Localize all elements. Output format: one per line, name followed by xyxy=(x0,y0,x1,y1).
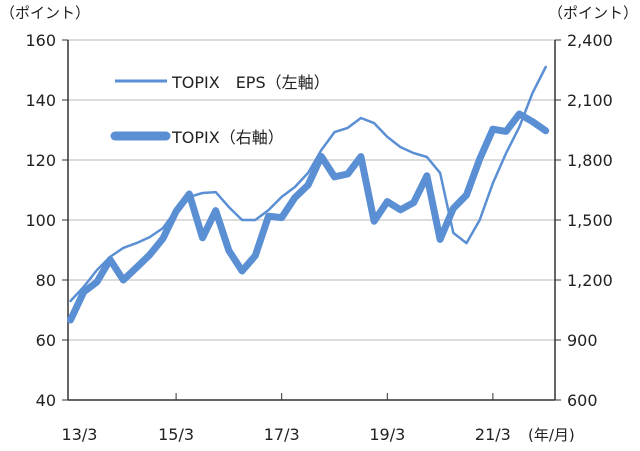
left-tick-label: 160 xyxy=(25,31,56,50)
right-tick-label: 2,400 xyxy=(567,31,613,50)
right-tick-label: 900 xyxy=(567,331,598,350)
x-axis-unit: (年/月) xyxy=(528,426,575,444)
x-tick-label: 21/3 xyxy=(475,425,511,444)
series-line-topix-eps xyxy=(69,65,547,303)
series-line-topix xyxy=(67,110,550,324)
left-tick-label: 140 xyxy=(25,91,56,110)
series-group xyxy=(67,65,550,324)
right-axis-unit: （ポイント） xyxy=(548,4,638,22)
right-tick-label: 600 xyxy=(567,391,598,410)
left-tick-label: 100 xyxy=(25,211,56,230)
left-tick-label: 80 xyxy=(36,271,56,290)
left-axis-ticks: 40 60 80 100 120 140 160 xyxy=(25,31,68,410)
gridlines xyxy=(68,39,555,341)
legend-label-eps: TOPIX EPS（左軸） xyxy=(171,73,330,92)
right-tick-label: 1,200 xyxy=(567,271,613,290)
left-tick-label: 120 xyxy=(25,151,56,170)
x-axis-ticks: 13/3 15/3 17/3 19/3 21/3 xyxy=(62,393,555,444)
x-tick-label: 15/3 xyxy=(158,425,194,444)
left-axis-unit: （ポイント） xyxy=(0,4,90,22)
left-tick-label: 60 xyxy=(36,331,56,350)
x-tick-label: 17/3 xyxy=(264,425,300,444)
legend: TOPIX EPS（左軸） TOPIX（右軸） xyxy=(110,73,330,147)
x-tick-label: 13/3 xyxy=(62,425,98,444)
right-axis-ticks: 600 900 1,200 1,500 1,800 2,100 2,400 xyxy=(555,31,613,410)
left-tick-label: 40 xyxy=(36,391,56,410)
right-tick-label: 1,800 xyxy=(567,151,613,170)
x-tick-label: 19/3 xyxy=(369,425,405,444)
right-tick-label: 2,100 xyxy=(567,91,613,110)
right-tick-label: 1,500 xyxy=(567,211,613,230)
legend-label-topix: TOPIX（右軸） xyxy=(171,128,284,147)
